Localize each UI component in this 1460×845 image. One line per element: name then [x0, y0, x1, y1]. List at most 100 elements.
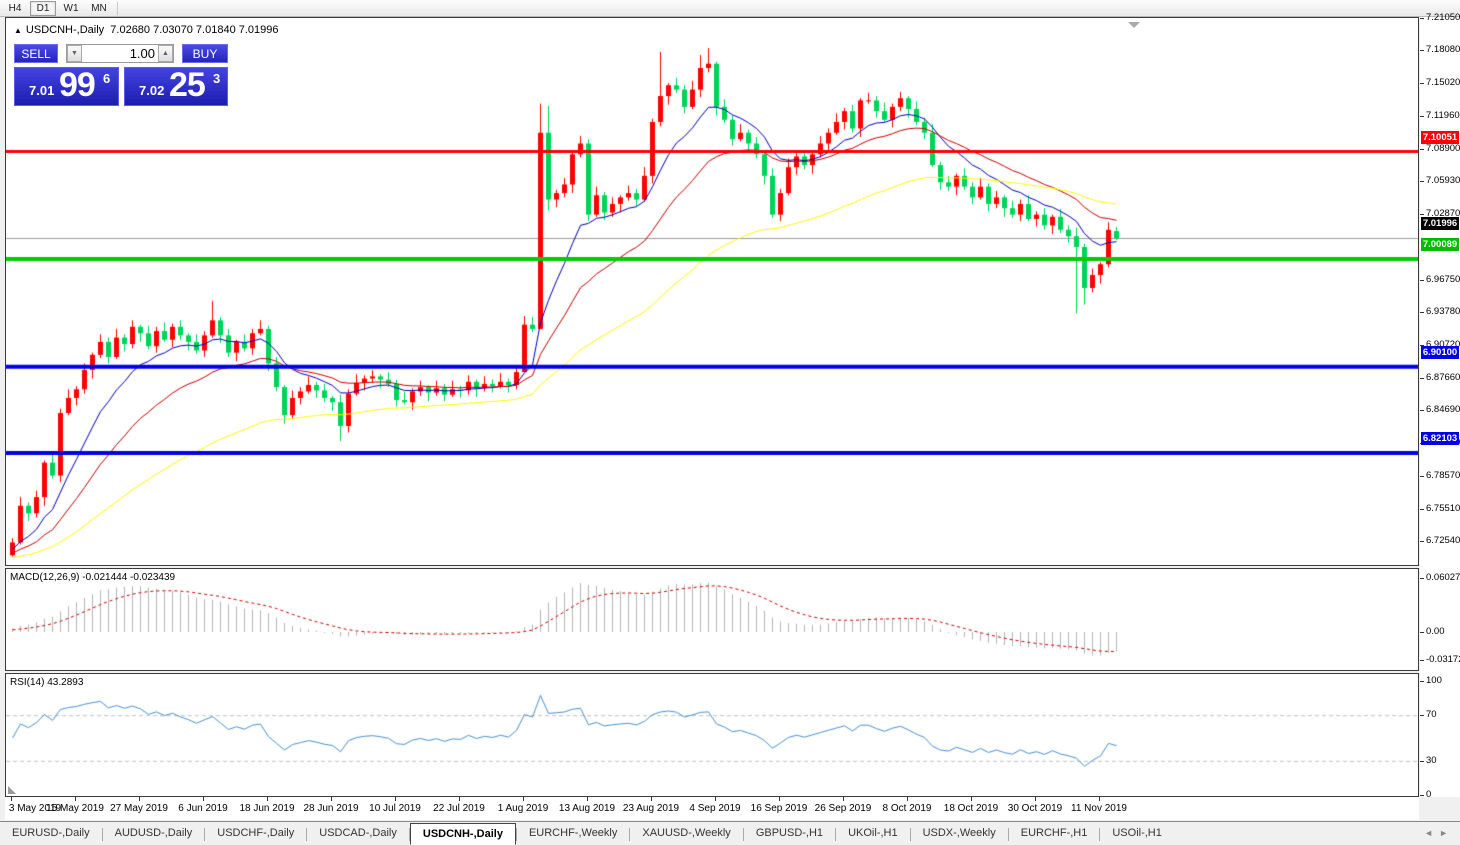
price-tick-mark: [1420, 377, 1424, 379]
chart-tab-usdchf-daily[interactable]: USDCHF-,Daily: [217, 827, 295, 839]
date-tick-label: 26 Sep 2019: [814, 803, 872, 814]
price-tick-mark: [1420, 18, 1424, 19]
price-tick-label: 7.11960: [1426, 110, 1460, 121]
chart-title: ▲ USDCNH-,Daily 7.02680 7.03070 7.01840 7…: [14, 24, 279, 36]
tab-separator: [515, 828, 517, 841]
timeframe-button-h4[interactable]: H4: [8, 3, 22, 14]
price-tick-mark: [1420, 214, 1424, 215]
date-tick-label: 10 Jul 2019: [369, 803, 421, 814]
sell-price-small: 7.01: [29, 83, 55, 98]
tab-scroll-arrows: ◄►: [1424, 828, 1454, 838]
price-axis[interactable]: 7.21050 7.18080 7.15020 7.11960 7.08900 7.059…: [1420, 13, 1460, 800]
sell-price-pane[interactable]: 7.01 99 6: [14, 66, 119, 106]
macd-tick-label: 0.00: [1426, 626, 1445, 637]
date-tick-mark: [779, 797, 780, 801]
chart-tab-xauusd-weekly[interactable]: XAUUSD-,Weekly: [642, 827, 731, 839]
panel-resize-corner-icon: [8, 786, 16, 794]
rsi-tick-mark: [1420, 795, 1424, 796]
toolbar-separator: [117, 2, 118, 15]
volume-input[interactable]: [83, 45, 158, 62]
date-tick-label: 18 Oct 2019: [943, 803, 999, 814]
rsi-label: RSI(14) 43.2893: [10, 677, 84, 688]
price-level-badge: 7.10051: [1421, 130, 1459, 144]
date-tick-label: 30 Oct 2019: [1007, 803, 1063, 814]
price-tick-label: 6.72540: [1426, 535, 1460, 546]
macd-tick-mark: [1420, 578, 1424, 580]
chart-tab-eurchf-weekly[interactable]: EURCHF-,Weekly: [528, 827, 618, 839]
price-tick-label: 7.08900: [1426, 142, 1460, 154]
chart-tab-usdcnh-daily[interactable]: USDCNH-,Daily: [409, 823, 516, 845]
chart-tab-ukoil-h1[interactable]: UKOil-,H1: [848, 827, 898, 839]
date-tick-mark: [907, 797, 908, 801]
price-level-badge: 7.00089: [1421, 237, 1459, 251]
date-tick-label: 1 Aug 2019: [497, 803, 549, 814]
chart-tab-usdcad-daily[interactable]: USDCAD-,Daily: [319, 827, 397, 839]
price-tick-mark: [1420, 279, 1424, 281]
date-tick-mark: [267, 797, 268, 801]
price-tick-label: 6.96750: [1426, 273, 1460, 285]
chart-tab-gbpusd-h1[interactable]: GBPUSD-,H1: [755, 827, 824, 839]
tab-separator: [629, 828, 631, 841]
date-tick-mark: [75, 797, 76, 801]
price-tick-label: 7.05930: [1426, 175, 1460, 186]
price-tick-label: 6.84690: [1426, 404, 1460, 415]
date-tick-mark: [1035, 797, 1036, 801]
price-tick-mark: [1420, 83, 1424, 84]
chart-tab-eurusd-daily[interactable]: EURUSD-,Daily: [12, 827, 90, 839]
chart-tab-eurchf-h1[interactable]: EURCHF-,H1: [1020, 827, 1088, 839]
main-chart-canvas[interactable]: [6, 18, 1418, 565]
rsi-tick-label: 100: [1426, 675, 1442, 686]
date-tick-mark: [587, 797, 588, 801]
volume-increase-icon[interactable]: ▲: [158, 45, 173, 62]
buy-price-small: 7.02: [139, 83, 165, 98]
price-tick-mark: [1420, 148, 1424, 150]
price-level-badge: 6.90100: [1421, 345, 1459, 359]
date-tick-mark: [651, 797, 652, 801]
chart-tab-usoil-h1[interactable]: USOil-,H1: [1112, 827, 1162, 839]
price-tick-label: 7.15020: [1426, 77, 1460, 88]
tab-separator: [408, 828, 410, 841]
timeframe-button-d1[interactable]: D1: [30, 1, 56, 16]
timeframe-button-w1[interactable]: W1: [63, 3, 79, 14]
tab-scroll-left-icon[interactable]: ◄: [1424, 828, 1440, 838]
date-tick-label: 15 May 2019: [46, 803, 104, 814]
macd-panel: MACD(12,26,9) -0.021444 -0.023439: [5, 568, 1419, 671]
chart-tab-usdx-weekly[interactable]: USDX-,Weekly: [922, 827, 996, 839]
price-tick-label: 6.93780: [1426, 306, 1460, 317]
price-level-badge: 6.82103: [1421, 431, 1459, 445]
date-tick-label: 18 Jun 2019: [239, 803, 295, 814]
date-tick-label: 11 Nov 2019: [1071, 803, 1127, 814]
date-tick-label: 8 Oct 2019: [882, 803, 932, 814]
price-tick-mark: [1420, 344, 1424, 346]
date-tick-label: 6 Jun 2019: [178, 803, 228, 814]
collapse-arrow-icon[interactable]: ▲: [14, 26, 22, 35]
price-tick-mark: [1420, 116, 1424, 117]
price-tick-label: 6.90720: [1426, 338, 1460, 350]
tab-scroll-right-icon[interactable]: ►: [1439, 828, 1454, 838]
price-tick-label: 7.02870: [1426, 208, 1460, 219]
date-tick-mark: [395, 797, 396, 801]
date-tick-mark: [11, 797, 12, 801]
macd-label: MACD(12,26,9) -0.021444 -0.023439: [10, 572, 176, 583]
date-tick-label: 23 Aug 2019: [622, 803, 680, 814]
sell-price-sup: 6: [103, 71, 111, 86]
tab-separator: [742, 828, 744, 841]
date-tick-label: 3 May 2019: [8, 803, 62, 814]
date-tick-label: 27 May 2019: [110, 803, 168, 814]
timeframe-button-mn[interactable]: MN: [91, 3, 107, 14]
buy-button[interactable]: BUY: [182, 44, 228, 63]
macd-canvas[interactable]: [6, 569, 1418, 670]
chart-tab-audusd-daily[interactable]: AUDUSD-,Daily: [114, 827, 193, 839]
tab-separator: [909, 828, 911, 841]
date-axis[interactable]: 3 May 2019 15 May 2019 27 May 2019 6 Jun 20…: [5, 797, 1419, 820]
volume-box: ▼ ▲: [66, 44, 174, 63]
buy-price-pane[interactable]: 7.02 25 3: [124, 66, 228, 106]
volume-decrease-icon[interactable]: ▼: [67, 45, 82, 62]
price-tick-mark: [1420, 50, 1424, 52]
rsi-canvas[interactable]: [6, 674, 1418, 796]
date-tick-mark: [459, 797, 460, 801]
one-click-trade-widget: SELL ▼ ▲ BUY 7.01 99 6 7.02 25 3: [14, 44, 228, 106]
sell-button[interactable]: SELL: [14, 44, 58, 63]
date-tick-mark: [139, 797, 140, 801]
